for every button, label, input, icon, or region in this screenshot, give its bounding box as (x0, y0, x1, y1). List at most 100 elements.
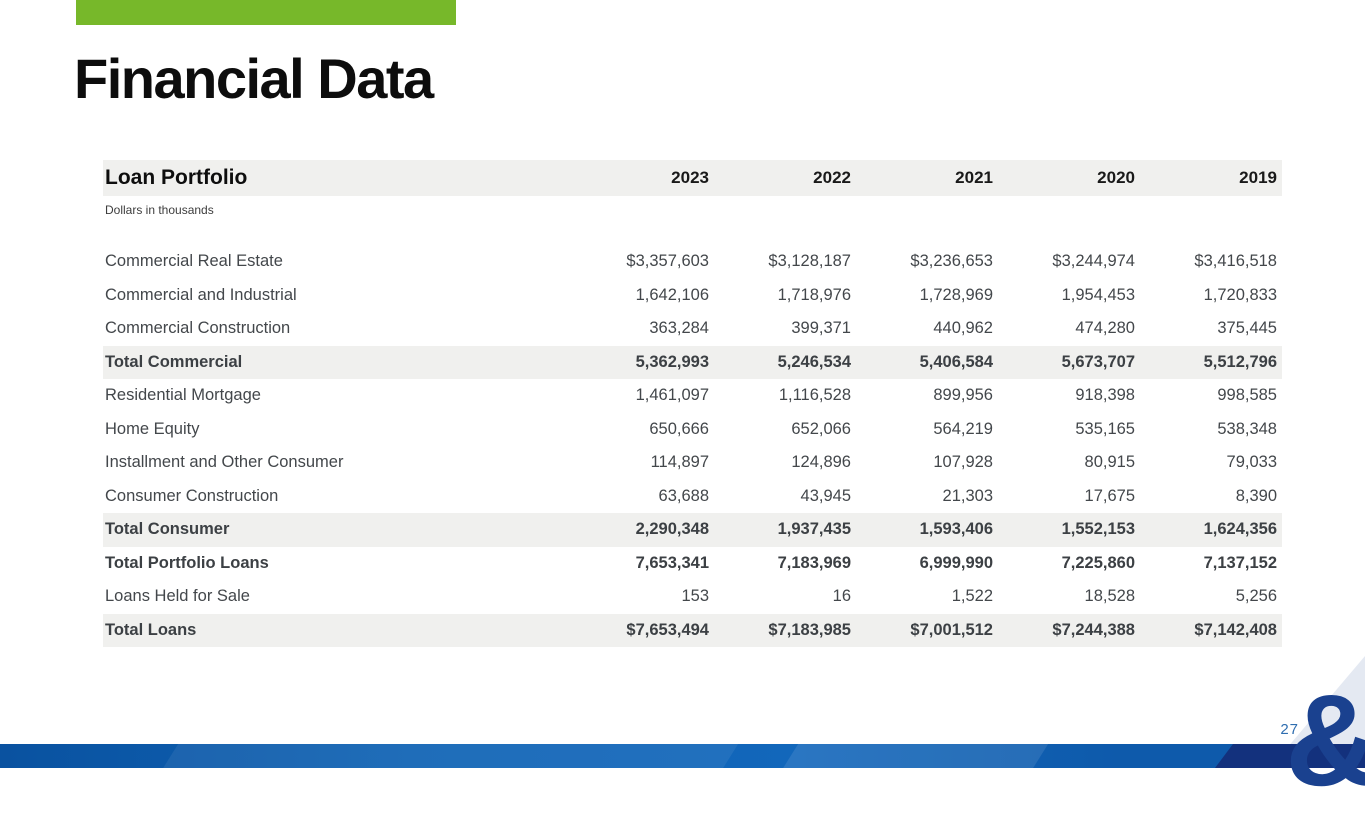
value-2022: 43,945 (800, 486, 851, 505)
value-2020: 5,673,707 (1061, 352, 1135, 371)
value-2019: 5,256 (1235, 587, 1277, 606)
value-2022: 124,896 (791, 453, 851, 472)
column-header-2023: 2023 (671, 168, 709, 187)
row-label: Loans Held for Sale (105, 587, 250, 606)
value-2020: 1,552,153 (1061, 520, 1135, 539)
value-2020: 535,165 (1075, 419, 1135, 438)
value-2020: 7,225,860 (1061, 553, 1135, 572)
value-2022: 652,066 (791, 419, 851, 438)
value-2019: 375,445 (1217, 319, 1277, 338)
value-2021: 1,728,969 (919, 285, 993, 304)
row-label: Commercial Construction (105, 319, 291, 338)
value-2023: 114,897 (650, 453, 709, 472)
value-2023: 2,290,348 (635, 520, 709, 539)
value-2021: $3,236,653 (910, 252, 993, 271)
page-title: Financial Data (74, 47, 434, 110)
column-header-2022: 2022 (813, 168, 851, 187)
value-2023: 363,284 (649, 319, 709, 338)
value-2022: 5,246,534 (777, 352, 851, 371)
row-label: Commercial Real Estate (105, 252, 283, 271)
column-header-2020: 2020 (1097, 168, 1135, 187)
value-2021: 5,406,584 (919, 352, 993, 371)
value-2020: $3,244,974 (1052, 252, 1135, 271)
value-2022: 16 (832, 587, 851, 606)
table-row: Total Portfolio Loans 7,653,341 7,183,96… (103, 547, 1282, 581)
page-number: 27 (1280, 721, 1299, 738)
value-2022: 1,937,435 (777, 520, 851, 539)
value-2019: 1,624,356 (1203, 520, 1277, 539)
value-2019: $3,416,518 (1194, 252, 1277, 271)
value-2022: 7,183,969 (777, 553, 851, 572)
value-2023: 153 (681, 587, 709, 606)
table-row: Consumer Construction 63,688 43,945 21,3… (103, 480, 1282, 514)
row-label: Commercial and Industrial (105, 285, 297, 304)
value-2023: 7,653,341 (635, 553, 709, 572)
value-2022: $3,128,187 (768, 252, 851, 271)
value-2021: 6,999,990 (919, 553, 993, 572)
row-label: Total Commercial (105, 352, 243, 371)
table-row: Total Commercial 5,362,993 5,246,534 5,4… (103, 345, 1282, 379)
value-2021: $7,001,512 (910, 620, 993, 639)
row-label: Installment and Other Consumer (105, 453, 344, 472)
wave-dark-segment (1215, 744, 1365, 768)
value-2023: 5,362,993 (635, 352, 709, 371)
value-2019: 1,720,833 (1203, 285, 1277, 304)
row-label: Total Consumer (105, 520, 230, 539)
value-2020: 1,954,453 (1061, 285, 1135, 304)
row-label: Total Portfolio Loans (105, 553, 269, 572)
value-2021: 1,593,406 (919, 520, 993, 539)
wave-streak (779, 744, 1051, 768)
value-2020: 918,398 (1075, 386, 1135, 405)
value-2021: 1,522 (951, 587, 993, 606)
value-2020: 17,675 (1084, 486, 1135, 505)
value-2019: 538,348 (1217, 419, 1277, 438)
table-rows: Commercial Real Estate $3,357,603 $3,128… (103, 245, 1282, 647)
row-label: Consumer Construction (105, 486, 279, 505)
value-2023: 650,666 (649, 419, 709, 438)
value-2023: $3,357,603 (626, 252, 709, 271)
table-row: Commercial and Industrial 1,642,106 1,71… (103, 279, 1282, 313)
value-2019: 8,390 (1235, 486, 1277, 505)
value-2021: 107,928 (933, 453, 993, 472)
table-row: Loans Held for Sale 153 16 1,522 18,528 … (103, 580, 1282, 614)
table-row: Commercial Construction 363,284 399,371 … (103, 312, 1282, 346)
column-header-2021: 2021 (955, 168, 993, 187)
table-row: Installment and Other Consumer 114,897 1… (103, 446, 1282, 480)
table-header-row: Loan Portfolio 2023 2022 2021 2020 2019 (103, 160, 1282, 196)
table-row: Total Loans $7,653,494 $7,183,985 $7,001… (103, 613, 1282, 647)
column-header-2019: 2019 (1239, 168, 1277, 187)
value-2020: $7,244,388 (1052, 620, 1135, 639)
value-2019: 998,585 (1217, 386, 1277, 405)
wave-streak (159, 744, 741, 768)
value-2022: 399,371 (791, 319, 851, 338)
row-label: Residential Mortgage (105, 386, 261, 405)
table-row: Home Equity 650,666 652,066 564,219 535,… (103, 413, 1282, 447)
value-2020: 80,915 (1084, 453, 1135, 472)
table-spacer (103, 222, 1282, 245)
value-2019: 7,137,152 (1203, 553, 1277, 572)
table-title: Loan Portfolio (105, 166, 248, 189)
value-2021: 899,956 (933, 386, 993, 405)
value-2021: 21,303 (942, 486, 993, 505)
value-2020: 474,280 (1075, 319, 1135, 338)
table-row: Residential Mortgage 1,461,097 1,116,528… (103, 379, 1282, 413)
row-label: Total Loans (105, 620, 197, 639)
loan-portfolio-table: Loan Portfolio 2023 2022 2021 2020 2019 … (103, 160, 1282, 647)
value-2022: $7,183,985 (768, 620, 851, 639)
value-2023: 1,642,106 (635, 285, 709, 304)
value-2023: 63,688 (658, 486, 709, 505)
row-label: Home Equity (105, 419, 200, 438)
value-2021: 440,962 (933, 319, 993, 338)
table-row: Total Consumer 2,290,348 1,937,435 1,593… (103, 513, 1282, 547)
accent-bar (76, 0, 456, 25)
value-2023: $7,653,494 (626, 620, 709, 639)
value-2019: 79,033 (1226, 453, 1277, 472)
value-2021: 564,219 (933, 419, 993, 438)
value-2019: $7,142,408 (1194, 620, 1277, 639)
value-2023: 1,461,097 (635, 386, 709, 405)
value-2019: 5,512,796 (1203, 352, 1277, 371)
table-subtitle: Dollars in thousands (105, 203, 214, 217)
footer-wave-band (0, 744, 1365, 768)
value-2022: 1,718,976 (777, 285, 851, 304)
